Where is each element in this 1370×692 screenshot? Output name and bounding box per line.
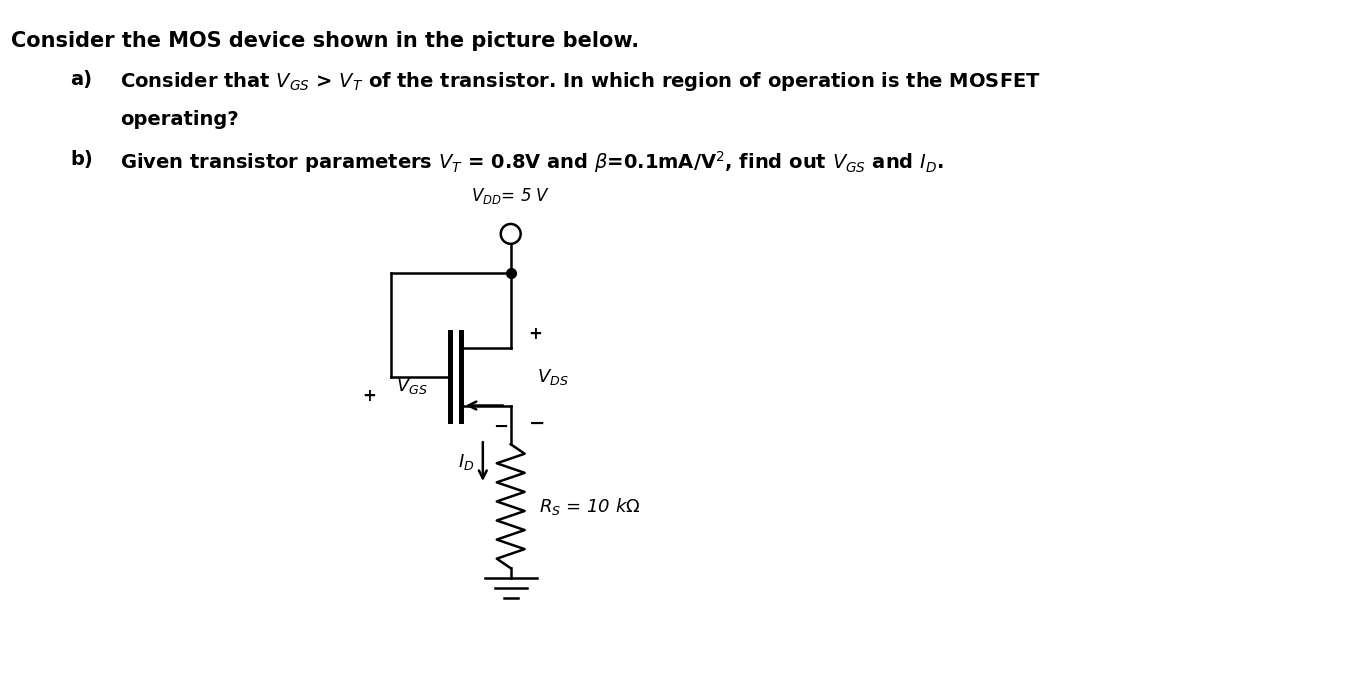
Text: Consider that $V_{GS}$ > $V_T$ of the transistor. In which region of operation i: Consider that $V_{GS}$ > $V_T$ of the tr… <box>121 70 1041 93</box>
Text: Consider the MOS device shown in the picture below.: Consider the MOS device shown in the pic… <box>11 30 638 51</box>
Text: +: + <box>363 387 377 405</box>
Text: b): b) <box>70 149 93 169</box>
Text: $V_{DD}$= 5 V: $V_{DD}$= 5 V <box>471 186 551 206</box>
Text: $I_D$: $I_D$ <box>459 452 475 471</box>
Text: −: − <box>493 417 508 435</box>
Text: +: + <box>529 325 543 343</box>
Text: $V_{DS}$: $V_{DS}$ <box>537 367 569 387</box>
Text: $R_S$ = 10 k$\Omega$: $R_S$ = 10 k$\Omega$ <box>538 495 640 517</box>
Text: Given transistor parameters $V_T$ = 0.8V and $\beta$=0.1mA/V$^2$, find out $V_{G: Given transistor parameters $V_T$ = 0.8V… <box>121 149 944 176</box>
Text: a): a) <box>70 70 93 89</box>
Text: −: − <box>529 413 545 432</box>
Text: $V_{GS}$: $V_{GS}$ <box>396 376 427 396</box>
Text: operating?: operating? <box>121 110 238 129</box>
